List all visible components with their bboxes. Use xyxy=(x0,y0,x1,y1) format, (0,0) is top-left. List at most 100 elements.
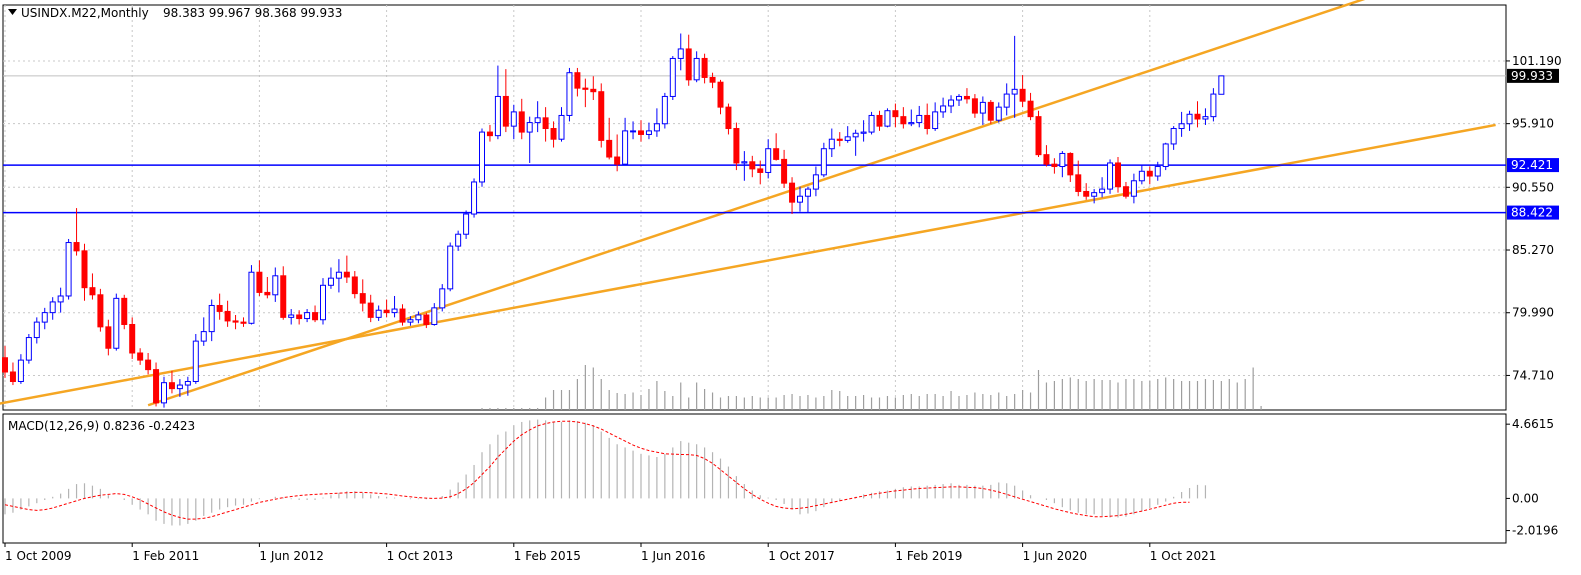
candle-up xyxy=(176,384,183,390)
candle-up xyxy=(669,57,676,97)
candle-up xyxy=(1210,93,1217,118)
candle-down xyxy=(987,101,994,121)
candle-down xyxy=(701,57,708,78)
candle-up xyxy=(479,131,485,183)
candle-down xyxy=(1035,116,1042,156)
candle-up xyxy=(956,95,962,101)
time-tick-label: 1 Feb 2015 xyxy=(514,549,581,563)
candle-down xyxy=(876,114,883,127)
time-tick-label: 1 Jun 2020 xyxy=(1023,549,1088,563)
candle-up xyxy=(916,114,923,124)
candle-down xyxy=(383,309,390,314)
candle-down xyxy=(582,87,589,90)
macd-signal-line xyxy=(4,420,1190,520)
candle-up xyxy=(860,131,867,134)
candle-down xyxy=(590,88,597,93)
candle-up xyxy=(558,114,565,140)
candle-down xyxy=(256,271,263,293)
triangle-down-icon[interactable] xyxy=(8,9,17,15)
candle-up xyxy=(534,117,541,124)
candle-down xyxy=(73,242,80,252)
candle-down xyxy=(423,314,430,325)
candle-down xyxy=(789,182,796,203)
ohlc-values: 98.383 99.967 98.368 99.933 xyxy=(163,6,342,20)
macd-pane[interactable]: 4.6615 0.00 -2.0196 MACD(12,26,9) 0.8236 -… xyxy=(2,413,1558,544)
candle-down xyxy=(1122,186,1129,197)
candle-up xyxy=(948,99,955,107)
candle-down xyxy=(749,161,756,170)
candle-down xyxy=(963,95,970,100)
candle-down xyxy=(1194,113,1201,120)
candle-down xyxy=(518,111,525,133)
candle-up xyxy=(1202,116,1209,120)
candle-up xyxy=(208,304,215,333)
price-pane-frame xyxy=(2,4,1507,411)
candle-up xyxy=(812,174,819,190)
macd-histogram xyxy=(4,419,1207,526)
level-price-tag xyxy=(1507,158,1559,173)
candle-up xyxy=(1107,162,1114,190)
candle-up xyxy=(1059,152,1066,168)
symbol-label: USINDX.M22,Monthly xyxy=(21,6,149,20)
candle-up xyxy=(431,307,438,325)
candle-up xyxy=(391,308,398,314)
candle-down xyxy=(717,81,724,108)
trend-line[interactable] xyxy=(147,0,1496,407)
candle-down xyxy=(1075,174,1082,192)
candle-down xyxy=(1027,100,1034,118)
time-tick-label: 1 Feb 2019 xyxy=(895,549,962,563)
candle-down xyxy=(1043,154,1050,165)
candle-up xyxy=(161,382,167,404)
price-tick-label: 95.910 xyxy=(1512,117,1554,131)
candle-up xyxy=(192,340,199,382)
candle-up xyxy=(17,359,24,382)
candle-up xyxy=(828,138,835,150)
candle-down xyxy=(1115,162,1121,188)
candle-up xyxy=(693,57,700,81)
candle-up xyxy=(439,288,446,309)
trend-lines[interactable] xyxy=(0,0,1496,407)
candle-down xyxy=(773,148,780,160)
candle-up xyxy=(1162,143,1169,168)
candle-up xyxy=(415,314,422,321)
candle-up xyxy=(979,101,986,114)
candlesticks xyxy=(2,33,1225,408)
candle-down xyxy=(224,310,231,322)
time-tick-label: 1 Oct 2013 xyxy=(387,549,454,563)
candle-up xyxy=(932,111,939,130)
candle-up xyxy=(248,271,255,324)
candle-up xyxy=(765,148,772,173)
candle-down xyxy=(924,114,931,130)
candle-up xyxy=(510,111,517,127)
candle-down xyxy=(145,359,152,371)
trend-line[interactable] xyxy=(0,123,1496,405)
candle-up xyxy=(995,106,1002,121)
candle-up xyxy=(1091,192,1098,197)
candle-up xyxy=(320,284,326,321)
volume-histogram xyxy=(481,365,1262,410)
candle-down xyxy=(216,304,223,312)
candle-down xyxy=(709,76,716,83)
candle-up xyxy=(49,301,56,314)
macd-pane-frame xyxy=(2,413,1507,544)
candle-down xyxy=(280,275,287,318)
time-tick-label: 1 Jun 2012 xyxy=(259,549,324,563)
candle-down xyxy=(725,106,732,130)
candle-up xyxy=(804,188,811,197)
candle-up xyxy=(407,319,414,323)
candle-up xyxy=(375,309,382,318)
candle-down xyxy=(1067,152,1074,176)
candle-down xyxy=(971,98,978,114)
level-price-label: 92.421 xyxy=(1511,158,1553,172)
candle-up xyxy=(65,242,72,297)
candle-down xyxy=(137,352,144,361)
candle-down xyxy=(359,293,366,304)
candle-up xyxy=(1154,166,1161,177)
candle-up xyxy=(1130,180,1137,197)
candle-down xyxy=(81,250,88,289)
price-pane[interactable]: 74.710 79.990 85.270 90.550 95.910 101.190 92.… xyxy=(0,0,1562,543)
candle-down xyxy=(121,297,128,325)
candle-up xyxy=(1186,113,1193,125)
candle-up xyxy=(41,312,48,323)
